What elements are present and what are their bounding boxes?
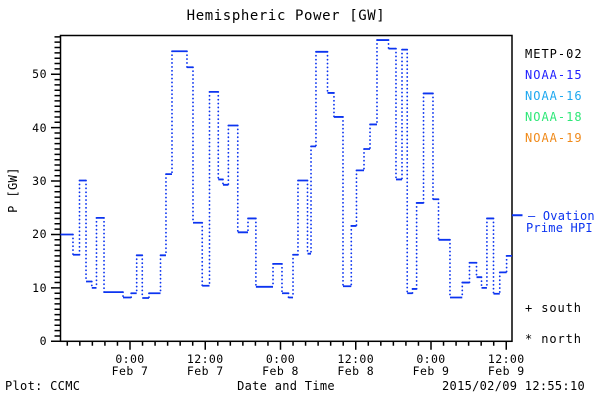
- legend-item-noaa-18: NOAA-18: [525, 110, 583, 124]
- x-tick-label: 12:00 Feb 7: [186, 352, 224, 378]
- x-tick-label: 0:00 Feb 8: [262, 352, 299, 378]
- x-axis-major-ticks: [129, 341, 507, 350]
- legend-item-metp-02: METP-02: [525, 47, 583, 61]
- y-tick-label: 0: [39, 334, 47, 349]
- hpi-step-line-vertical-connectors: [72, 39, 508, 299]
- north-symbol-label: * north: [525, 332, 582, 346]
- y-tick-label: 10: [32, 280, 47, 295]
- legend-item-noaa-19: NOAA-19: [525, 131, 583, 145]
- legend-item-noaa-16: NOAA-16: [525, 89, 583, 103]
- y-tick-label: 30: [32, 174, 47, 189]
- chart-title: Hemispheric Power [GW]: [186, 8, 386, 24]
- x-tick-label: 12:00 Feb 9: [487, 352, 525, 378]
- satellite-legend: METP-02 NOAA-15 NOAA-16 NOAA-18 NOAA-19: [525, 47, 597, 158]
- y-tick-label: 50: [32, 67, 47, 82]
- hpi-step-line: [60, 39, 512, 299]
- plot-source-label: Plot: CCMC: [5, 379, 81, 393]
- plot-frame: [59, 34, 513, 343]
- y-axis-minor-ticks: [54, 36, 61, 337]
- ovation-prime-label-line2: Prime HPI: [526, 221, 593, 235]
- x-axis-title: Date and Time: [237, 379, 335, 393]
- x-tick-label: 0:00 Feb 9: [412, 352, 450, 378]
- y-tick-label: 40: [32, 120, 47, 135]
- x-tick-label: 12:00 Feb 8: [337, 352, 375, 378]
- plot-timestamp: 2015/02/09 12:55:10: [442, 379, 585, 393]
- x-axis-minor-ticks: [66, 341, 495, 346]
- legend-item-noaa-15: NOAA-15: [525, 68, 583, 82]
- x-tick-label: 0:00 Feb 7: [111, 352, 149, 378]
- south-symbol-label: + south: [525, 301, 582, 315]
- y-tick-label: 20: [32, 227, 47, 242]
- y-axis-major-ticks: [51, 73, 61, 343]
- ovation-prime-label-line1: – Ovation: [528, 209, 595, 223]
